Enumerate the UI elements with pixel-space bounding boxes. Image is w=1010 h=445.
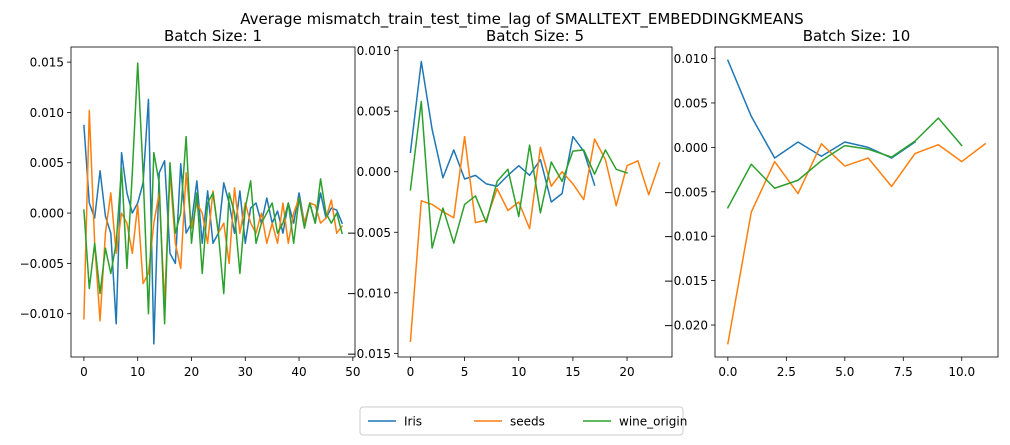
legend: Iris seeds wine_origin (359, 406, 687, 436)
x-tick-label: 5.0 (835, 365, 854, 379)
y-tick-label: −0.015 (347, 347, 391, 361)
x-tick-label: 5 (461, 365, 469, 379)
x-tick-label: 30 (238, 365, 253, 379)
series-line-seeds (409, 135, 661, 343)
x-tick-label: 20 (619, 365, 634, 379)
subplot-3: Batch Size: 10 0.0 2.5 5.0 7.5 10.0 −0.020 −0.0… (664, 27, 999, 379)
y-tick-label: 0.010 (30, 106, 64, 120)
series-line-iris (409, 60, 596, 203)
y-tick-label: −0.015 (664, 274, 708, 288)
y-tick-label: 0.005 (30, 156, 64, 170)
series-line-seeds (83, 109, 344, 322)
series-line-seeds (726, 142, 987, 345)
axes-frame (714, 46, 999, 358)
x-tick-label: 0 (407, 365, 415, 379)
subplot-title: Batch Size: 10 (803, 27, 911, 45)
x-tick-label: 0.0 (718, 365, 737, 379)
series-line-wine-origin (409, 100, 629, 249)
y-tick-label: −0.005 (664, 185, 708, 199)
y-tick-label: 0.005 (674, 96, 708, 110)
x-tick-label: 0 (80, 365, 88, 379)
axes-frame (70, 46, 356, 358)
series-line-iris (83, 98, 344, 345)
x-tick-label: 10 (511, 365, 526, 379)
figure-suptitle: Average mismatch_train_test_time_lag of … (240, 10, 803, 29)
subplot-title: Batch Size: 5 (486, 27, 584, 45)
legend-box (359, 406, 684, 436)
x-tick-label: 10 (130, 365, 145, 379)
y-tick-label: 0.015 (30, 56, 64, 70)
x-tick-label: 40 (291, 365, 306, 379)
axes-frame (397, 46, 673, 358)
y-tick-label: −0.010 (347, 286, 391, 300)
y-tick-label: −0.005 (20, 257, 64, 271)
y-tick-label: 0.000 (674, 141, 708, 155)
subplot-1: Batch Size: 1 0 10 20 30 40 50 −0.010 −0.005 0.00… (20, 27, 361, 379)
x-tick-label: 10.0 (948, 365, 975, 379)
x-tick-label: 2.5 (777, 365, 796, 379)
x-tick-label: 20 (184, 365, 199, 379)
legend-label: Iris (404, 415, 422, 429)
legend-label: wine_origin (619, 415, 687, 429)
y-tick-label: −0.020 (664, 319, 708, 333)
series-line-wine-origin (726, 117, 963, 209)
y-tick-label: −0.010 (20, 307, 64, 321)
y-tick-label: 0.005 (357, 105, 391, 119)
x-tick-label: 15 (565, 365, 580, 379)
subplot-2: Batch Size: 5 0 5 10 15 20 −0.015 −0.010 −0.005 0… (347, 27, 673, 379)
y-tick-label: 0.000 (357, 165, 391, 179)
x-tick-label: 7.5 (894, 365, 913, 379)
x-tick-label: 50 (345, 365, 360, 379)
series-line-wine-origin (83, 62, 344, 325)
legend-label: seeds (510, 415, 545, 429)
y-tick-label: 0.010 (674, 52, 708, 66)
subplot-title: Batch Size: 1 (164, 27, 262, 45)
y-tick-label: 0.000 (30, 207, 64, 221)
y-tick-label: −0.005 (347, 226, 391, 240)
y-tick-label: −0.010 (664, 230, 708, 244)
y-tick-label: 0.010 (357, 44, 391, 58)
